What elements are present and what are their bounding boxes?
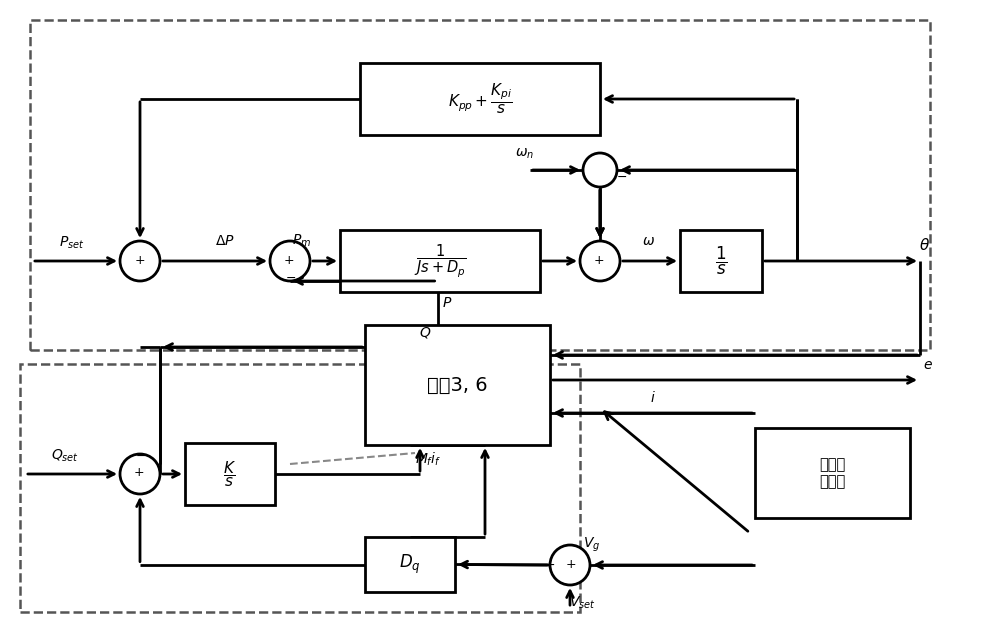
Text: +: + (134, 466, 144, 479)
Text: +: + (135, 253, 145, 266)
Text: +: + (284, 253, 294, 266)
Text: $-$: $-$ (544, 558, 556, 571)
Bar (365, 537, 455, 592)
Bar (365, 325, 550, 445)
Text: $P_m$: $P_m$ (292, 233, 312, 249)
Text: $\dfrac{1}{Js+D_p}$: $\dfrac{1}{Js+D_p}$ (414, 243, 466, 280)
Text: $K_{pp}+\dfrac{K_{pi}}{s}$: $K_{pp}+\dfrac{K_{pi}}{s}$ (448, 82, 512, 117)
Text: $i$: $i$ (650, 389, 655, 404)
Text: $-$: $-$ (616, 169, 628, 183)
Text: $\dfrac{K}{s}$: $\dfrac{K}{s}$ (223, 459, 237, 489)
Text: $P$: $P$ (442, 296, 453, 310)
Text: $-$: $-$ (135, 449, 147, 462)
Text: $Q$: $Q$ (419, 324, 431, 340)
Text: $\omega$: $\omega$ (642, 234, 654, 248)
Text: $V_g$: $V_g$ (583, 536, 601, 554)
Text: $-$: $-$ (285, 270, 297, 284)
Text: $P_{set}$: $P_{set}$ (59, 235, 85, 251)
Bar (340, 230, 540, 292)
Text: 方程3, 6: 方程3, 6 (427, 375, 488, 394)
Circle shape (120, 241, 160, 281)
Text: $\dfrac{1}{s}$: $\dfrac{1}{s}$ (715, 245, 727, 277)
Circle shape (583, 153, 617, 187)
Text: $\omega_n$: $\omega_n$ (515, 147, 535, 161)
Text: $M_f i_f$: $M_f i_f$ (415, 450, 441, 467)
Bar (360, 63, 600, 135)
Bar (755, 428, 910, 518)
Bar (185, 443, 275, 505)
Circle shape (550, 545, 590, 585)
Circle shape (120, 454, 160, 494)
Text: $e$: $e$ (923, 358, 933, 372)
Text: 三相采
样信息: 三相采 样信息 (819, 457, 846, 490)
Text: $Q_{set}$: $Q_{set}$ (51, 448, 79, 464)
Bar (680, 230, 762, 292)
Text: $V_{set}$: $V_{set}$ (569, 595, 595, 611)
Bar (20, 364, 580, 612)
Text: +: + (566, 558, 576, 571)
Text: $D_q$: $D_q$ (399, 553, 421, 576)
Text: $\theta$: $\theta$ (919, 237, 931, 253)
Text: +: + (594, 253, 604, 266)
Circle shape (580, 241, 620, 281)
Text: $\Delta P$: $\Delta P$ (215, 234, 235, 248)
Bar (30, 20, 930, 350)
Circle shape (270, 241, 310, 281)
